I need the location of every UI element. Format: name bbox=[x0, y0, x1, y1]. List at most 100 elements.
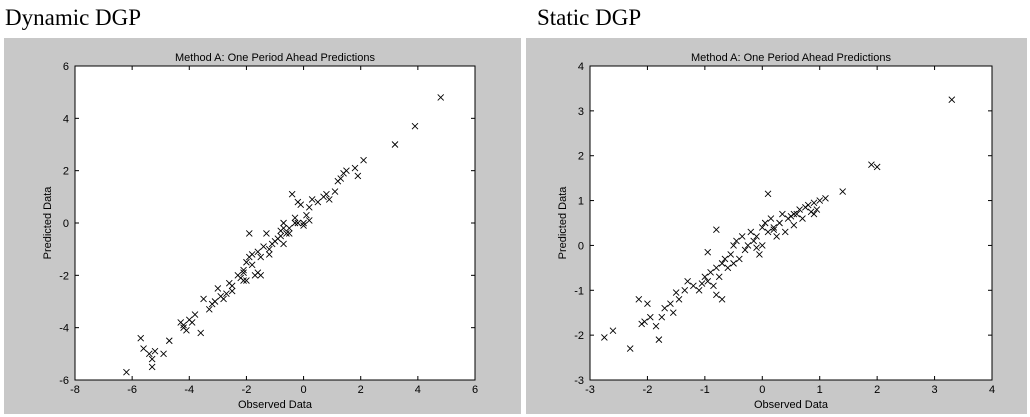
y-tick-label: -1 bbox=[574, 285, 584, 297]
data-point bbox=[260, 243, 267, 250]
data-point bbox=[839, 188, 847, 195]
data-point bbox=[265, 245, 273, 253]
x-tick-label: -1 bbox=[700, 384, 710, 396]
data-point bbox=[243, 277, 250, 284]
x-tick-label: -6 bbox=[127, 384, 137, 396]
data-point bbox=[767, 215, 775, 222]
data-point bbox=[644, 300, 651, 308]
data-point bbox=[360, 156, 367, 164]
data-point bbox=[283, 230, 290, 237]
data-point bbox=[764, 228, 772, 236]
data-point bbox=[810, 210, 818, 218]
chart-title: Method A: One Period Ahead Predictions bbox=[175, 52, 375, 64]
y-axis-label: Predicted Data bbox=[42, 186, 54, 260]
x-tick-label: -3 bbox=[585, 384, 595, 396]
data-point bbox=[609, 327, 617, 334]
data-point bbox=[240, 269, 247, 277]
data-point bbox=[411, 122, 419, 130]
data-point bbox=[868, 161, 875, 169]
y-tick-label: 0 bbox=[63, 218, 69, 230]
data-point bbox=[718, 295, 726, 303]
data-point bbox=[753, 244, 760, 251]
data-point bbox=[764, 190, 772, 198]
data-point bbox=[779, 210, 786, 218]
data-point bbox=[137, 334, 145, 342]
chart-title: Method A: One Period Ahead Predictions bbox=[691, 52, 891, 64]
data-point bbox=[781, 228, 789, 236]
data-point bbox=[180, 321, 187, 329]
data-point bbox=[747, 228, 755, 236]
y-tick-label: -2 bbox=[574, 330, 584, 342]
data-point bbox=[151, 347, 159, 355]
data-point bbox=[305, 217, 313, 224]
data-point bbox=[718, 260, 726, 267]
data-point bbox=[658, 313, 666, 321]
x-tick-label: -2 bbox=[242, 384, 252, 396]
data-point bbox=[248, 261, 256, 269]
data-point bbox=[810, 199, 818, 207]
data-point bbox=[280, 219, 287, 227]
data-point bbox=[325, 196, 333, 203]
y-tick-label: 6 bbox=[63, 61, 69, 73]
data-point bbox=[188, 319, 196, 326]
data-point bbox=[735, 255, 743, 263]
y-tick-label: 1 bbox=[578, 196, 584, 208]
data-point bbox=[799, 215, 806, 222]
data-point bbox=[300, 219, 307, 227]
data-point bbox=[675, 295, 683, 303]
data-point bbox=[285, 224, 293, 232]
data-point bbox=[257, 272, 265, 279]
data-point bbox=[713, 264, 720, 272]
data-point bbox=[738, 233, 746, 240]
data-point bbox=[280, 224, 287, 232]
x-tick-label: 2 bbox=[874, 384, 880, 396]
data-point bbox=[148, 363, 156, 371]
data-point bbox=[646, 313, 654, 321]
x-tick-label: -2 bbox=[643, 384, 653, 396]
data-point bbox=[257, 253, 265, 261]
data-point bbox=[724, 264, 732, 272]
data-point bbox=[721, 255, 729, 263]
data-point bbox=[140, 345, 147, 352]
data-point bbox=[214, 285, 222, 292]
data-point bbox=[145, 350, 153, 358]
data-point bbox=[813, 206, 821, 213]
data-point bbox=[437, 94, 445, 101]
data-point bbox=[652, 322, 660, 330]
data-point bbox=[776, 219, 783, 227]
data-point bbox=[205, 306, 213, 313]
y-tick-label: -4 bbox=[59, 323, 69, 335]
data-point bbox=[191, 311, 199, 318]
data-point bbox=[220, 295, 227, 303]
data-point bbox=[635, 295, 643, 303]
y-axis-label: Predicted Data bbox=[557, 186, 569, 260]
data-point bbox=[690, 282, 697, 290]
data-point bbox=[715, 273, 723, 281]
data-point bbox=[822, 195, 829, 202]
data-point bbox=[123, 368, 130, 376]
data-point bbox=[331, 188, 339, 195]
data-point bbox=[165, 337, 173, 345]
data-point bbox=[793, 210, 801, 218]
y-tick-label: 2 bbox=[63, 166, 69, 178]
chart-static-dgp: -3 -2 -1 0 1 2 3 4 -3 -2 -1 0 1 2 3 4 Method A: One Peri… bbox=[526, 38, 1027, 414]
panel-label-static-dgp: Static DGP bbox=[537, 5, 642, 30]
y-tick-label: 4 bbox=[63, 113, 69, 125]
data-point bbox=[343, 167, 350, 174]
data-point bbox=[681, 286, 689, 294]
data-point bbox=[707, 269, 714, 276]
data-point bbox=[285, 230, 293, 237]
data-point bbox=[308, 196, 316, 203]
data-point bbox=[337, 175, 345, 182]
y-tick-label: -2 bbox=[59, 270, 69, 282]
data-point bbox=[303, 211, 310, 219]
x-tick-label: 4 bbox=[415, 384, 421, 396]
data-point bbox=[744, 242, 752, 249]
data-point bbox=[245, 230, 253, 237]
data-point bbox=[684, 277, 691, 285]
y-tick-label: 0 bbox=[578, 240, 584, 252]
data-point bbox=[713, 226, 720, 234]
data-point bbox=[148, 355, 156, 363]
data-point bbox=[701, 273, 709, 281]
data-point bbox=[265, 251, 273, 258]
